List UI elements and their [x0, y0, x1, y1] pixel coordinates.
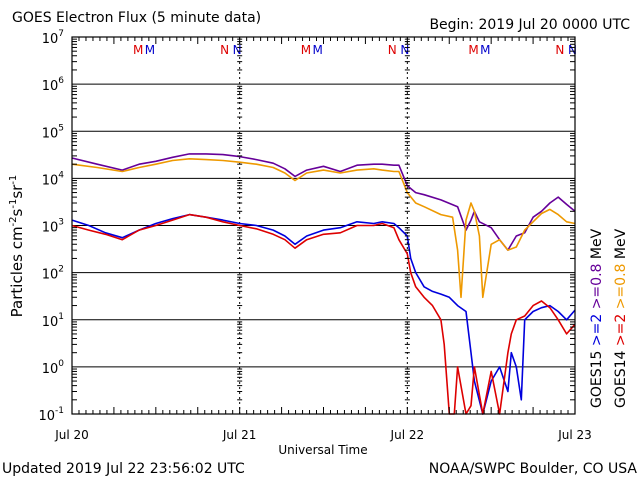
y-tick-label: 105	[42, 123, 64, 141]
y-tick-label: 107	[42, 29, 64, 47]
y-axis-label: Particles cm-2s-1sr-1	[8, 175, 26, 318]
y-tick-label: 102	[42, 265, 64, 283]
svg-text:Particles cm-2s-1sr-1: Particles cm-2s-1sr-1	[8, 175, 26, 318]
axis-labels: 107 106 105 104 103 102 101 100 10-1 Jul 20 Jul 21…	[38, 29, 591, 442]
chart-title: GOES Electron Flux (5 minute data)	[12, 10, 262, 26]
legend-entry: GOES14	[613, 350, 629, 408]
x-tick-label: Jul 20	[54, 428, 89, 442]
credit-text: NOAA/SWPC Boulder, CO USA	[428, 461, 637, 477]
y-tick-label: 103	[42, 218, 64, 236]
legend-entry: GOES15	[589, 351, 605, 408]
y-tick-label: 100	[42, 359, 65, 377]
legend-entry: MeV	[589, 228, 605, 263]
mn-marker: N	[233, 43, 242, 57]
x-tick-label: Jul 21	[222, 428, 257, 442]
gridlines	[72, 37, 575, 414]
mn-marker: M	[312, 43, 322, 57]
axis-ticks	[71, 37, 576, 414]
x-tick-label: Jul 23	[557, 428, 592, 442]
x-tick-label: Jul 22	[390, 428, 425, 442]
mn-marker: N	[400, 43, 409, 57]
mn-marker: M	[468, 43, 478, 57]
y-axis-label-text: Particles cm	[8, 226, 26, 317]
mn-marker: N	[555, 43, 564, 57]
legend-text: GOES14 >=2 >=0.8 MeV	[613, 228, 629, 408]
updated-timestamp: Updated 2019 Jul 22 23:56:02 UTC	[2, 461, 245, 477]
mn-marker: M	[301, 43, 311, 57]
y-tick-label: 101	[42, 312, 64, 330]
legend-entry: >=0.8	[589, 264, 605, 314]
legend-entry: >=2	[589, 314, 605, 351]
mn-marker: N	[388, 43, 397, 57]
series-line	[71, 213, 576, 415]
series-line	[71, 213, 576, 415]
begin-date: Begin: 2019 Jul 20 0000 UTC	[429, 17, 630, 33]
legend-entry: MeV	[613, 228, 629, 263]
legend-entry: >=0.8	[613, 264, 629, 314]
data-series	[71, 153, 576, 415]
legend-text: GOES15 >=2 >=0.8 MeV	[589, 228, 605, 408]
plot-frame	[71, 36, 576, 415]
mn-marker: M	[145, 43, 155, 57]
legend-column: GOES15 >=2 >=0.8 MeV	[589, 228, 605, 408]
mn-marker: M	[480, 43, 490, 57]
legend-entry: >=2	[613, 314, 629, 351]
y-tick-label: 106	[42, 76, 65, 94]
mn-marker: N	[220, 43, 229, 57]
y-axis-label-exp: -2	[8, 216, 19, 226]
mn-marker: N	[568, 43, 577, 57]
y-tick-label: 10-1	[38, 406, 64, 424]
mn-marker: M	[133, 43, 143, 57]
legend-column: GOES14 >=2 >=0.8 MeV	[613, 228, 629, 408]
series-line	[71, 153, 576, 251]
y-tick-label: 104	[42, 170, 65, 188]
x-axis-label: Universal Time	[278, 443, 367, 457]
